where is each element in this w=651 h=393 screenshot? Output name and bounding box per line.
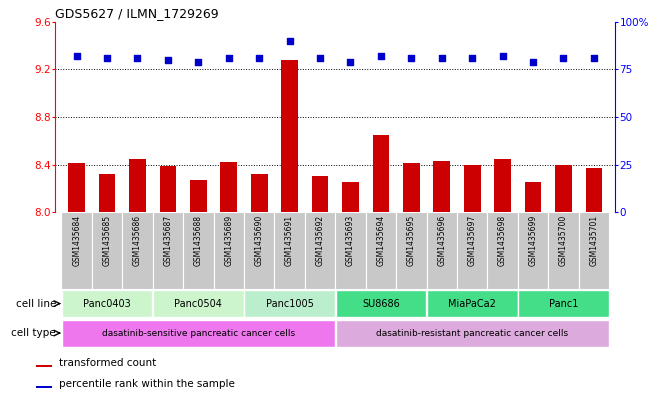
Point (497, 53, 508, 59)
Bar (457, 212, 488, 289)
Text: GDS5627 / ILMN_1729269: GDS5627 / ILMN_1729269 (55, 7, 219, 20)
Bar (183, 212, 214, 289)
Point (132, 55, 143, 61)
Bar (153, 290, 243, 317)
Text: cell line: cell line (16, 299, 56, 309)
Bar (36, 365, 52, 367)
Point (163, 57, 173, 63)
Bar (427, 290, 518, 317)
Bar (335, 290, 426, 317)
Point (102, 55, 112, 61)
Text: GSM1435696: GSM1435696 (437, 215, 446, 266)
Bar (525, 182, 542, 212)
Bar (426, 212, 457, 289)
Text: GSM1435699: GSM1435699 (529, 215, 538, 266)
Bar (68, 163, 85, 212)
Text: GSM1435698: GSM1435698 (498, 215, 507, 266)
Point (72, 53, 82, 59)
Point (528, 59, 538, 65)
Text: Panc1: Panc1 (549, 299, 578, 309)
Text: GSM1435692: GSM1435692 (316, 215, 325, 266)
Bar (518, 290, 609, 317)
Bar (214, 212, 244, 289)
Text: Panc0504: Panc0504 (174, 299, 222, 309)
Bar (488, 212, 518, 289)
Point (376, 53, 386, 59)
Bar (190, 180, 207, 212)
Text: GSM1435693: GSM1435693 (346, 215, 355, 266)
Bar (122, 212, 153, 289)
Text: GSM1435697: GSM1435697 (467, 215, 477, 266)
Bar (305, 212, 335, 289)
Text: GSM1435684: GSM1435684 (72, 215, 81, 266)
Bar (129, 159, 146, 212)
Bar (62, 290, 152, 317)
Point (223, 55, 234, 61)
Bar (555, 165, 572, 212)
Text: GSM1435687: GSM1435687 (163, 215, 173, 266)
Text: cell type: cell type (11, 328, 56, 338)
Bar (548, 212, 579, 289)
Bar (36, 386, 52, 387)
Bar (221, 162, 237, 212)
Text: percentile rank within the sample: percentile rank within the sample (59, 378, 234, 389)
Bar (366, 212, 396, 289)
Point (437, 55, 447, 61)
Text: dasatinib-resistant pancreatic cancer cells: dasatinib-resistant pancreatic cancer ce… (376, 329, 568, 338)
Bar (585, 168, 602, 212)
Bar (464, 165, 480, 212)
Bar (99, 174, 115, 212)
Bar (335, 320, 609, 347)
Bar (396, 212, 426, 289)
Text: GSM1435688: GSM1435688 (194, 215, 203, 266)
Text: GSM1435694: GSM1435694 (376, 215, 385, 266)
Bar (579, 212, 609, 289)
Bar (403, 163, 420, 212)
Point (315, 55, 326, 61)
Point (406, 55, 417, 61)
Bar (92, 212, 122, 289)
Text: GSM1435701: GSM1435701 (589, 215, 598, 266)
Text: SU8686: SU8686 (362, 299, 400, 309)
Text: dasatinib-sensitive pancreatic cancer cells: dasatinib-sensitive pancreatic cancer ce… (102, 329, 295, 338)
Point (467, 55, 477, 61)
Text: Panc0403: Panc0403 (83, 299, 131, 309)
Bar (312, 176, 328, 212)
Bar (62, 320, 335, 347)
Bar (494, 159, 511, 212)
Text: MiaPaCa2: MiaPaCa2 (449, 299, 496, 309)
Point (193, 59, 204, 65)
Bar (518, 212, 548, 289)
Bar (342, 182, 359, 212)
Bar (159, 166, 176, 212)
Bar (153, 212, 183, 289)
Bar (61, 212, 92, 289)
Bar (281, 60, 298, 212)
Text: GSM1435700: GSM1435700 (559, 215, 568, 266)
Text: GSM1435686: GSM1435686 (133, 215, 142, 266)
Point (254, 55, 264, 61)
Text: GSM1435691: GSM1435691 (285, 215, 294, 266)
Bar (372, 135, 389, 212)
Bar (275, 212, 305, 289)
Bar (244, 212, 275, 289)
Text: GSM1435689: GSM1435689 (225, 215, 233, 266)
Bar (335, 212, 366, 289)
Text: GSM1435690: GSM1435690 (255, 215, 264, 266)
Text: GSM1435695: GSM1435695 (407, 215, 416, 266)
Text: Panc1005: Panc1005 (266, 299, 314, 309)
Point (345, 59, 355, 65)
Text: transformed count: transformed count (59, 358, 156, 368)
Point (589, 55, 599, 61)
Bar (434, 161, 450, 212)
Bar (244, 290, 335, 317)
Point (284, 37, 295, 44)
Text: GSM1435685: GSM1435685 (103, 215, 111, 266)
Point (559, 55, 569, 61)
Bar (251, 174, 268, 212)
